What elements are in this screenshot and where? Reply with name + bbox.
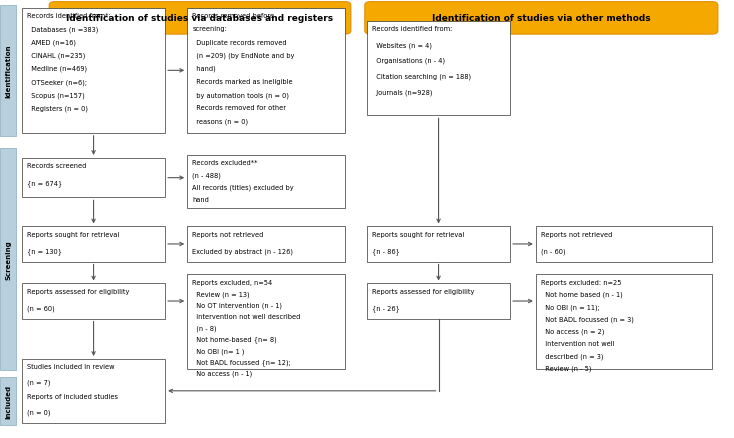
FancyBboxPatch shape [187, 227, 345, 262]
FancyBboxPatch shape [365, 3, 718, 35]
Text: (n = 60): (n = 60) [27, 305, 55, 311]
FancyBboxPatch shape [367, 284, 510, 319]
FancyBboxPatch shape [187, 9, 345, 134]
Text: Duplicate records removed: Duplicate records removed [192, 39, 287, 46]
Text: Excluded by abstract (n - 126): Excluded by abstract (n - 126) [192, 248, 294, 254]
Text: Reports assessed for eligibility: Reports assessed for eligibility [27, 288, 129, 294]
Text: Scopus (n=157): Scopus (n=157) [27, 92, 85, 99]
Text: Journals (n=928): Journals (n=928) [372, 89, 432, 96]
FancyBboxPatch shape [22, 284, 165, 319]
FancyBboxPatch shape [367, 22, 510, 116]
FancyBboxPatch shape [187, 155, 345, 208]
Text: All records (titles) excluded by: All records (titles) excluded by [192, 184, 294, 191]
FancyBboxPatch shape [22, 227, 165, 262]
Text: described (n = 3): described (n = 3) [541, 353, 603, 359]
Text: Reports not retrieved: Reports not retrieved [192, 231, 264, 237]
Text: Records identified from:: Records identified from: [372, 26, 453, 32]
Text: Reports not retrieved: Reports not retrieved [541, 231, 612, 237]
Text: No access (n - 1): No access (n - 1) [192, 370, 252, 377]
Text: {n = 130}: {n = 130} [27, 248, 62, 254]
Text: Intervention not well described: Intervention not well described [192, 313, 301, 319]
Text: Records identified from*:: Records identified from*: [27, 13, 111, 19]
Text: (n - 8): (n - 8) [192, 325, 217, 331]
Text: Studies included in review: Studies included in review [27, 364, 115, 370]
Text: Records excluded**: Records excluded** [192, 160, 258, 166]
Text: {n - 86}: {n - 86} [372, 248, 400, 254]
Text: Reports excluded: n=25: Reports excluded: n=25 [541, 279, 622, 285]
Text: Identification: Identification [5, 45, 11, 98]
Text: Reports assessed for eligibility: Reports assessed for eligibility [372, 288, 474, 294]
FancyBboxPatch shape [0, 6, 16, 137]
Text: hand: hand [192, 197, 209, 203]
FancyBboxPatch shape [187, 275, 345, 369]
FancyBboxPatch shape [22, 159, 165, 198]
FancyBboxPatch shape [22, 9, 165, 134]
FancyBboxPatch shape [22, 359, 165, 423]
Text: Records marked as ineligible: Records marked as ineligible [192, 79, 293, 85]
Text: Included: Included [5, 384, 11, 418]
Text: Reports sought for retrieval: Reports sought for retrieval [372, 231, 465, 237]
Text: (n - 488): (n - 488) [192, 172, 221, 179]
Text: Records screened: Records screened [27, 163, 87, 169]
Text: OTSeeker (n=6);: OTSeeker (n=6); [27, 79, 87, 85]
Text: {n = 674}: {n = 674} [27, 180, 62, 186]
Text: AMED (n=16): AMED (n=16) [27, 39, 76, 46]
Text: No OT intervention (n - 1): No OT intervention (n - 1) [192, 302, 283, 308]
Text: Reports of included studies: Reports of included studies [27, 393, 118, 399]
FancyBboxPatch shape [367, 227, 510, 262]
FancyBboxPatch shape [49, 3, 351, 35]
FancyBboxPatch shape [0, 377, 16, 425]
FancyBboxPatch shape [536, 227, 712, 262]
Text: Not home-based {n= 8): Not home-based {n= 8) [192, 336, 277, 343]
Text: (n = 0): (n = 0) [27, 408, 51, 415]
Text: Not BADL focussed {n= 12);: Not BADL focussed {n= 12); [192, 359, 291, 365]
Text: Databases (n =383): Databases (n =383) [27, 26, 98, 33]
Text: No access (n = 2): No access (n = 2) [541, 328, 605, 335]
Text: No OBI (n= 1 ): No OBI (n= 1 ) [192, 347, 245, 354]
Text: Not home based (n - 1): Not home based (n - 1) [541, 291, 622, 298]
Text: screening:: screening: [192, 26, 228, 32]
Text: reasons (n = 0): reasons (n = 0) [192, 118, 248, 125]
Text: No OBI (n = 11);: No OBI (n = 11); [541, 304, 600, 310]
Text: Records removed for other: Records removed for other [192, 105, 286, 111]
Text: CINAHL (n=235): CINAHL (n=235) [27, 53, 86, 59]
Text: {n - 26}: {n - 26} [372, 305, 400, 311]
Text: Review (n - 5): Review (n - 5) [541, 365, 592, 371]
Text: Screening: Screening [5, 240, 11, 279]
Text: Records removed before: Records removed before [192, 13, 275, 19]
Text: Identification of studies via databases and registers: Identification of studies via databases … [67, 14, 333, 23]
Text: by automation tools (n = 0): by automation tools (n = 0) [192, 92, 289, 99]
Text: Medline (n=469): Medline (n=469) [27, 66, 87, 72]
Text: Citation searching (n = 188): Citation searching (n = 188) [372, 74, 471, 80]
Text: Not BADL focussed (n = 3): Not BADL focussed (n = 3) [541, 316, 634, 322]
FancyBboxPatch shape [0, 149, 16, 370]
Text: Intervention not well: Intervention not well [541, 340, 614, 346]
FancyBboxPatch shape [536, 275, 712, 369]
Text: (n - 60): (n - 60) [541, 248, 566, 254]
Text: Reports sought for retrieval: Reports sought for retrieval [27, 231, 120, 237]
Text: Registers (n = 0): Registers (n = 0) [27, 105, 88, 112]
Text: Organisations (n - 4): Organisations (n - 4) [372, 58, 446, 64]
Text: Identification of studies via other methods: Identification of studies via other meth… [432, 14, 650, 23]
Text: Review (n = 13): Review (n = 13) [192, 290, 250, 297]
Text: (n = 7): (n = 7) [27, 378, 51, 385]
Text: (n =209) (by EndNote and by: (n =209) (by EndNote and by [192, 53, 294, 59]
Text: Websites (n = 4): Websites (n = 4) [372, 42, 432, 49]
Text: hand): hand) [192, 66, 216, 72]
Text: Reports excluded, n=54: Reports excluded, n=54 [192, 279, 272, 285]
